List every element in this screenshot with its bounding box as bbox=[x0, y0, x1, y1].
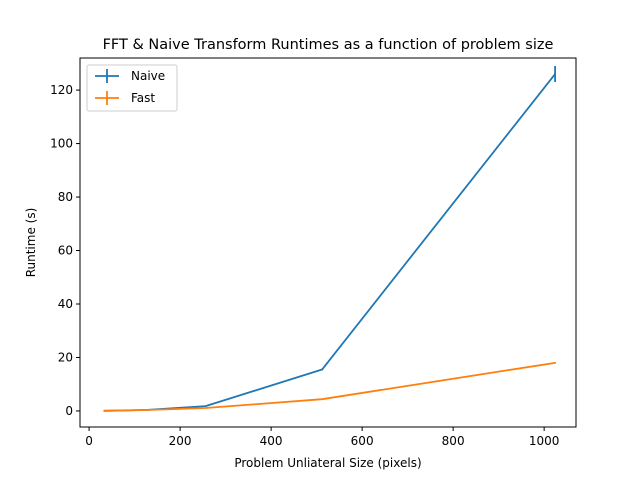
y-tick-label: 40 bbox=[58, 297, 73, 311]
x-tick-label: 600 bbox=[351, 434, 374, 448]
x-axis-label: Problem Unliateral Size (pixels) bbox=[234, 456, 421, 470]
y-tick-label: 100 bbox=[50, 137, 73, 151]
x-tick-label: 400 bbox=[260, 434, 283, 448]
legend-entries: Naive Fast bbox=[95, 69, 165, 105]
x-tick-label: 200 bbox=[169, 434, 192, 448]
series-line-fast bbox=[103, 361, 556, 412]
y-tick-label: 80 bbox=[58, 190, 73, 204]
y-tick-label: 120 bbox=[50, 83, 73, 97]
plot-frame bbox=[79, 57, 577, 428]
legend-label-fast: Fast bbox=[131, 91, 155, 105]
y-tick-label: 20 bbox=[58, 350, 73, 364]
y-axis-ticks: 0 20 40 60 80 100 120 bbox=[50, 83, 80, 418]
y-tick-label: 60 bbox=[58, 244, 73, 258]
x-tick-label: 1000 bbox=[529, 434, 560, 448]
x-tick-label: 0 bbox=[85, 434, 93, 448]
chart-title: FFT & Naive Transform Runtimes as a func… bbox=[103, 37, 554, 53]
series-layer bbox=[102, 66, 556, 412]
y-tick-label: 0 bbox=[65, 404, 73, 418]
legend: Naive Fast bbox=[86, 64, 178, 112]
x-tick-label: 800 bbox=[442, 434, 465, 448]
x-axis-ticks: 0 200 400 600 800 1000 bbox=[85, 427, 559, 448]
legend-label-naive: Naive bbox=[131, 69, 165, 83]
y-axis-label: Runtime (s) bbox=[24, 208, 38, 278]
